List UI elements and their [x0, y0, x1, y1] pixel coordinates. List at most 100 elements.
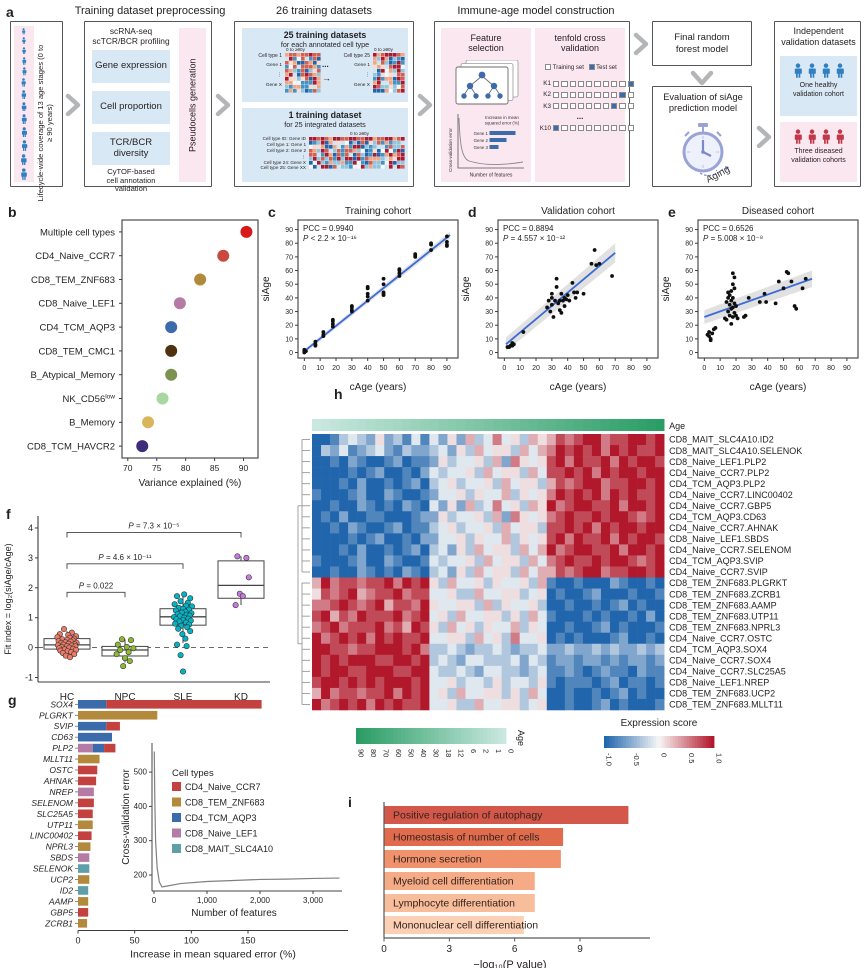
- svg-text:40: 40: [685, 295, 693, 302]
- svg-text:Cross-validation error: Cross-validation error: [121, 769, 132, 865]
- svg-text:70: 70: [611, 365, 619, 372]
- svg-text:70: 70: [685, 254, 693, 261]
- cv-fold-row: K1: [538, 80, 634, 87]
- svg-text:CD8_TEM_ZNF683.UTP11: CD8_TEM_ZNF683.UTP11: [669, 611, 778, 621]
- svg-text:CD4_Naive_CCR7.GBP5: CD4_Naive_CCR7.GBP5: [669, 501, 771, 511]
- mini-gene-2: Gene 2: [474, 138, 489, 143]
- matrix1-label: Cell type 1: [258, 53, 282, 59]
- svg-text:Cell types: Cell types: [172, 768, 214, 779]
- svg-text:50: 50: [580, 365, 588, 372]
- svg-text:-1.0: -1.0: [605, 753, 614, 766]
- svg-text:40: 40: [764, 365, 772, 372]
- svg-text:-0.5: -0.5: [632, 753, 641, 766]
- svg-text:1.0: 1.0: [715, 753, 724, 763]
- feature-selection-title: Feature selection: [468, 33, 504, 54]
- svg-text:CD8_Naive_LEF1: CD8_Naive_LEF1: [185, 829, 258, 839]
- svg-text:Number of features: Number of features: [191, 908, 277, 919]
- svg-text:PCC = 0.8894: PCC = 0.8894: [503, 224, 554, 233]
- panel-b-variance-dotplot: b Multiple cell types CD4_Naive_CCR7 CD8_T…: [8, 202, 268, 506]
- svg-text:1: 1: [28, 613, 33, 623]
- test-set-label: Test set: [596, 65, 617, 71]
- svg-text:60: 60: [485, 268, 493, 275]
- datasets-bottom-subtitle: for 25 integrated datasets: [284, 120, 366, 129]
- panel-i-go-barchart: i Positive regulation of autophagy Homeos…: [346, 794, 865, 968]
- svg-text:1: 1: [494, 749, 503, 753]
- svg-text:12: 12: [457, 749, 466, 757]
- svg-text:70: 70: [382, 749, 391, 757]
- svg-text:B_Memory: B_Memory: [69, 418, 115, 429]
- panel-label-f: f: [6, 506, 11, 522]
- svg-text:CD4_Naive_CCR7.OSTC: CD4_Naive_CCR7.OSTC: [669, 633, 773, 643]
- svg-text:CD4_TCM_AQP3: CD4_TCM_AQP3: [40, 323, 116, 334]
- mini-note-1: Increase in mean: [485, 115, 519, 120]
- svg-text:40: 40: [285, 295, 293, 302]
- cohort-label: Lifecycle-wide coverage of 13 age stages…: [36, 44, 55, 202]
- svg-text:50: 50: [130, 935, 140, 945]
- svg-text:CD4_Naive_CCR7.LINC00402: CD4_Naive_CCR7.LINC00402: [669, 490, 793, 500]
- svg-text:6: 6: [512, 944, 518, 955]
- svg-text:ID2: ID2: [60, 885, 74, 895]
- svg-text:CD8_MAIT_SLC4A10.ID2: CD8_MAIT_SLC4A10.ID2: [669, 435, 774, 445]
- feature-selection-panel: Feature selection Cross-validation e: [441, 28, 531, 182]
- feature-selection-mini-chart: Cross-validation error Increase in mean …: [448, 114, 524, 179]
- svg-text:60: 60: [595, 365, 603, 372]
- svg-text:GBP5: GBP5: [50, 907, 73, 917]
- mini-heatmap: [309, 137, 405, 169]
- svg-text:CD4_Naive_CCR7.SVIP: CD4_Naive_CCR7.SVIP: [669, 567, 768, 577]
- svg-text:Fit index = log₂(siAge/cAge): Fit index = log₂(siAge/cAge): [3, 543, 13, 654]
- svg-text:20: 20: [732, 365, 740, 372]
- svg-text:3,000: 3,000: [303, 896, 324, 905]
- matrix2-label: Cell type 25: [343, 53, 370, 59]
- svg-text:CD4_TCM_AQP3.SOX4: CD4_TCM_AQP3.SOX4: [669, 644, 767, 654]
- svg-text:80: 80: [181, 463, 191, 473]
- svg-text:0: 0: [689, 350, 693, 357]
- svg-text:80: 80: [427, 365, 435, 372]
- cross-validation-title: tenfold cross validation: [554, 33, 606, 54]
- svg-text:CD4_TCM_AQP3.CD63: CD4_TCM_AQP3.CD63: [669, 512, 766, 522]
- svg-text:0: 0: [489, 350, 493, 357]
- panel-e-diseased-scatter: e 0 0 10 10 20 20 30 30 40 40 50 50 60 60 70 70 80 80 90 90…: [658, 202, 865, 402]
- svg-text:SVIP: SVIP: [54, 721, 74, 731]
- svg-text:CD4_Naive_CCR7: CD4_Naive_CCR7: [185, 782, 261, 792]
- svg-text:P = 4.6 × 10⁻¹¹: P = 4.6 × 10⁻¹¹: [98, 553, 151, 562]
- diseased-people-icons: [780, 129, 857, 144]
- test-set-swatch: [588, 64, 595, 70]
- svg-text:100: 100: [184, 935, 199, 945]
- cytof-footer: CyTOF-based cell annotation validation: [106, 167, 156, 194]
- svg-text:70: 70: [485, 254, 493, 261]
- svg-text:85: 85: [210, 463, 220, 473]
- svg-text:80: 80: [485, 241, 493, 248]
- svg-text:SLE: SLE: [174, 692, 193, 703]
- stopwatch-aging-icon: Aging: [682, 123, 732, 185]
- cohort-box: Lifecycle-wide coverage of 13 age stages…: [10, 21, 63, 201]
- svg-text:10: 10: [316, 365, 324, 372]
- svg-text:SLC25A5: SLC25A5: [37, 809, 74, 819]
- svg-text:400: 400: [134, 802, 148, 811]
- svg-text:CD4_Naive_CCR7.AHNAK: CD4_Naive_CCR7.AHNAK: [669, 523, 778, 533]
- random-forest-tree-icon: [455, 60, 519, 105]
- svg-text:SOX4: SOX4: [50, 699, 73, 709]
- svg-text:Homeostasis of number of cells: Homeostasis of number of cells: [393, 832, 539, 844]
- svg-text:0: 0: [507, 749, 516, 753]
- datasets-bottom-panel: 1 training dataset for 25 integrated dat…: [242, 108, 408, 182]
- healthy-people-icons: [780, 63, 857, 78]
- preprocessing-box: scRNA-seq scTCR/BCR profiling Gene expre…: [84, 21, 212, 193]
- svg-text:90: 90: [643, 365, 651, 372]
- svg-text:NPRL3: NPRL3: [46, 842, 74, 852]
- datasets-top-panel: 25 training datasets for each annotated …: [242, 28, 408, 102]
- svg-text:CD4_Naive_CCR7.SLC25A5: CD4_Naive_CCR7.SLC25A5: [669, 667, 786, 677]
- svg-text:CD4_Naive_CCR7.SOX4: CD4_Naive_CCR7.SOX4: [669, 656, 771, 666]
- mini-note-2: squared error (%): [485, 121, 520, 126]
- datasets-top-subtitle: for each annotated cell type: [280, 40, 370, 49]
- model-box: Feature selection Cross-validation e: [434, 21, 634, 187]
- panel-label-h: h: [334, 386, 343, 402]
- svg-text:18: 18: [444, 749, 453, 757]
- matrix2-age-span: 0 to ≥90y: [374, 47, 393, 52]
- svg-text:SBDS: SBDS: [50, 853, 73, 863]
- svg-text:0: 0: [289, 350, 293, 357]
- panel-a-workflow: a Lifecycle-wide coverage of 13 age stag…: [6, 2, 862, 201]
- model-title: Immune-age model construction: [457, 5, 615, 17]
- svg-text:50: 50: [407, 749, 416, 757]
- svg-text:90: 90: [357, 749, 366, 757]
- svg-text:P = 4.557 × 10⁻¹²: P = 4.557 × 10⁻¹²: [503, 234, 565, 243]
